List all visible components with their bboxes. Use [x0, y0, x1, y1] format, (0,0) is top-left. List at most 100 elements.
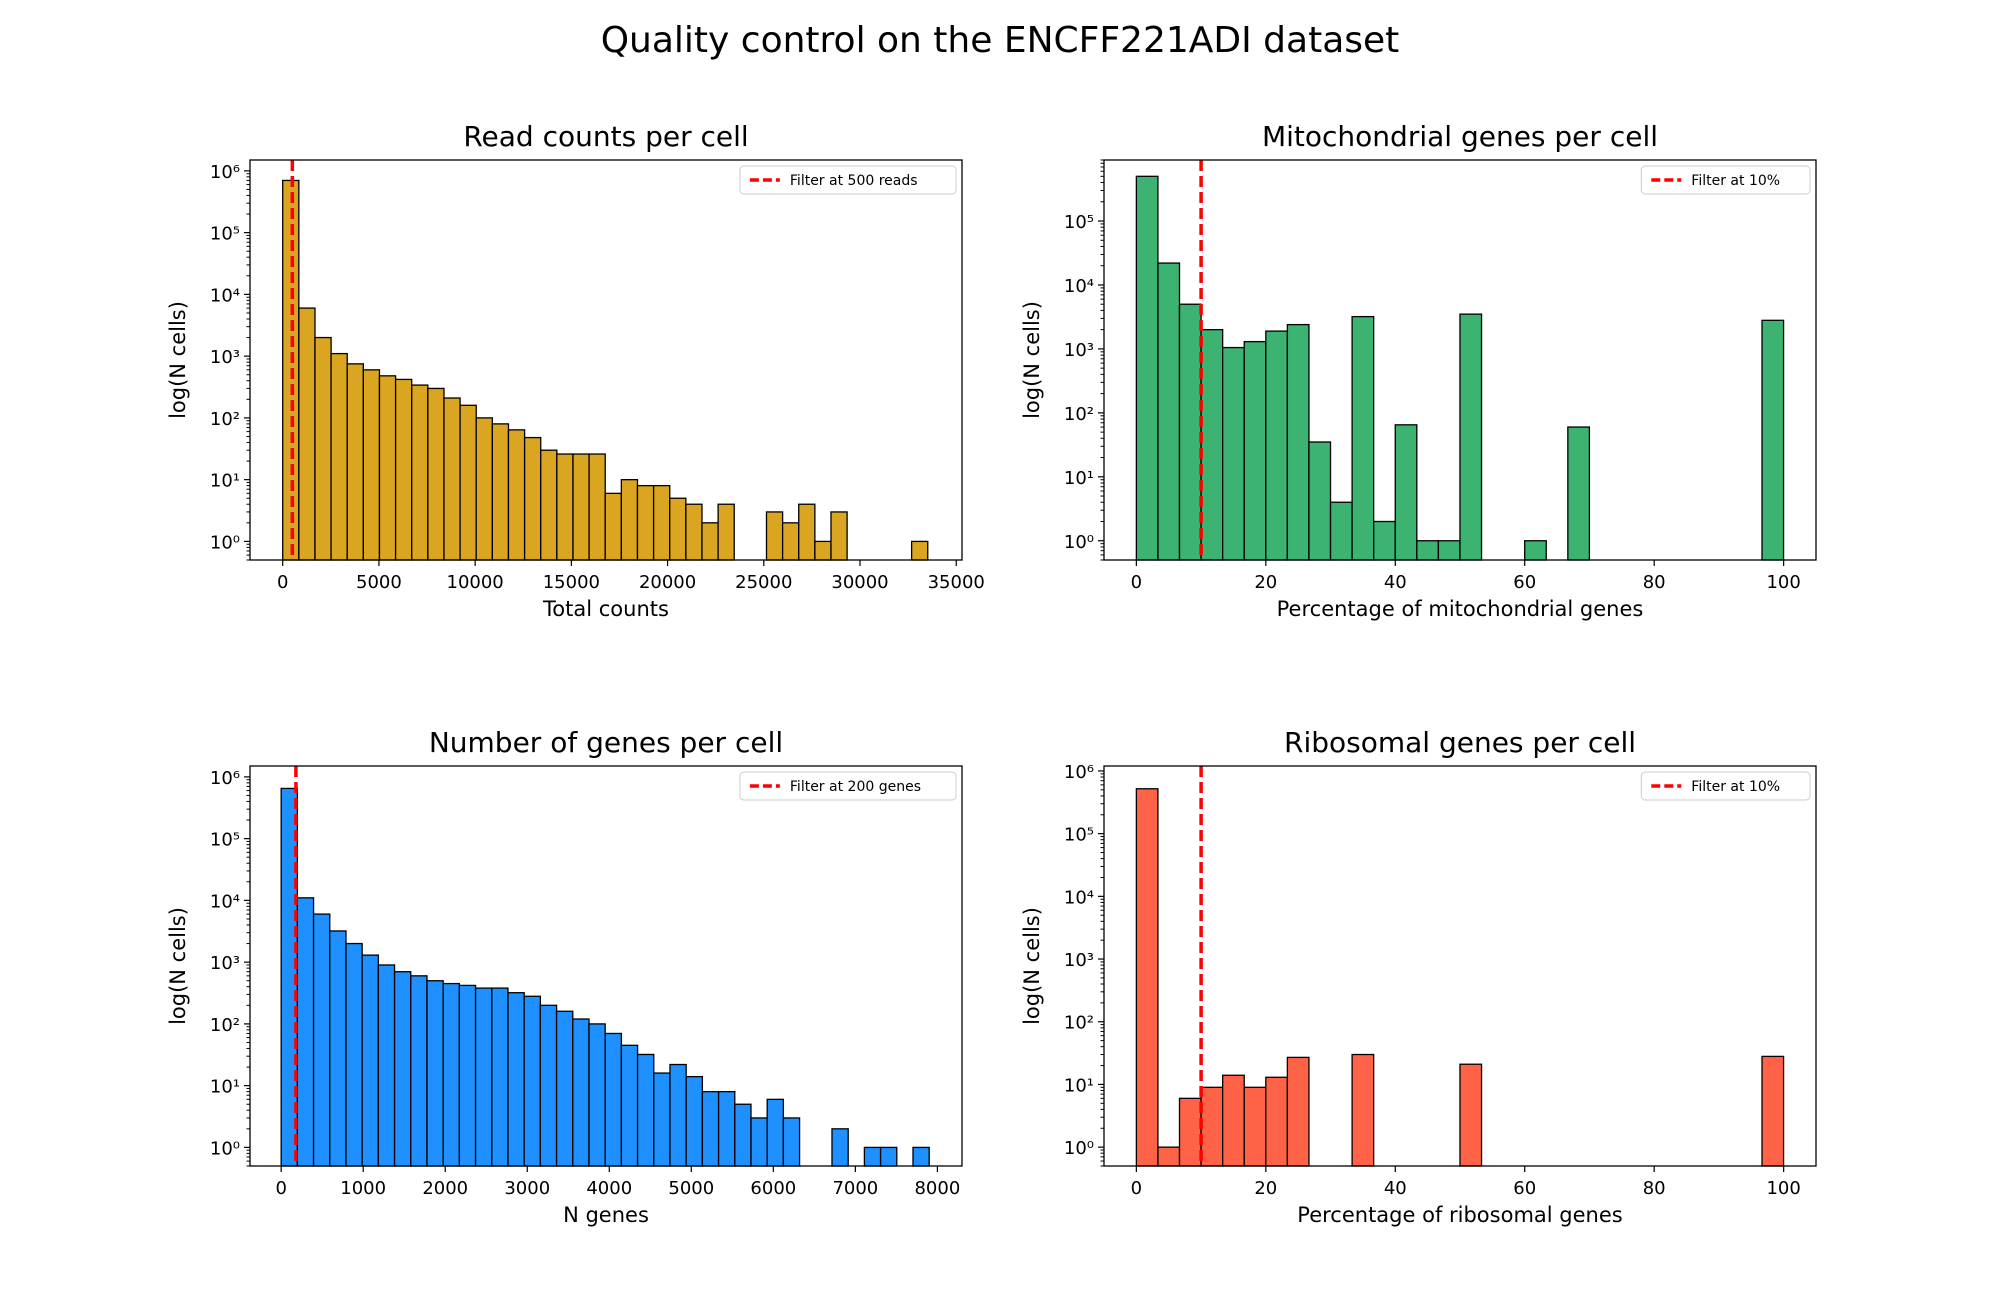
y-tick-label: 10²: [1064, 404, 1094, 425]
x-axis-label: Percentage of mitochondrial genes: [1277, 597, 1644, 621]
y-tick-label: 10⁶: [210, 768, 240, 789]
y-axis-label: log(N cells): [1020, 907, 1044, 1025]
legend-box: [1640, 771, 1811, 801]
y-tick-label: 10⁰: [210, 532, 240, 553]
histogram-bar: [377, 964, 396, 1167]
x-tick-label: 0: [1131, 1178, 1142, 1199]
x-tick-label: 10000: [447, 572, 504, 593]
x-tick-label: 40: [1384, 572, 1407, 593]
histogram-bar: [1567, 426, 1591, 561]
histogram-bar: [685, 503, 703, 561]
histogram-bar: [701, 1090, 720, 1167]
histogram-bar: [1243, 340, 1267, 561]
histogram-bar: [1761, 319, 1785, 561]
histogram-bar: [734, 1103, 752, 1167]
panels: 0 5000 10000 15000 20000 25000 30000 3500010⁰10…: [166, 120, 1817, 1227]
y-tick-label: 10⁵: [1064, 212, 1094, 233]
histogram-bar: [491, 987, 509, 1167]
histogram-bar: [652, 484, 671, 561]
bars-read-counts: [282, 179, 929, 561]
x-tick-label: 100: [1766, 572, 1800, 593]
histogram-bar: [1178, 303, 1202, 561]
histogram-bar: [1200, 329, 1224, 561]
histogram-bar: [523, 436, 542, 561]
histogram-bar: [717, 1090, 736, 1167]
histogram-bar: [588, 1023, 606, 1167]
x-tick-label: 5000: [668, 1178, 714, 1199]
y-tick-label: 10⁰: [210, 1138, 240, 1159]
histogram-bar: [750, 1117, 768, 1167]
y-tick-label: 10⁵: [1064, 825, 1094, 846]
legend-box: [1640, 165, 1811, 195]
histogram-bar: [1222, 346, 1245, 561]
y-tick-label: 10¹: [210, 471, 240, 492]
histogram-bar: [831, 1128, 849, 1167]
histogram-bar: [588, 453, 606, 561]
histogram-bar: [346, 363, 365, 561]
legend: Filter at 10%: [1640, 771, 1811, 801]
histogram-bar: [539, 1004, 558, 1167]
x-tick-label: 80: [1643, 572, 1666, 593]
histogram-bar: [766, 1098, 785, 1167]
histogram-bar: [636, 1053, 655, 1167]
legend-label: Filter at 10%: [1691, 779, 1780, 795]
histogram-bar: [411, 384, 429, 561]
y-tick-label: 10⁰: [1064, 532, 1094, 553]
histogram-bar: [798, 503, 816, 561]
histogram-bar: [474, 987, 493, 1167]
panel-mito-genes: 0 20 40 60 80 100 10⁰ 10¹ 10² 10³ 10⁴ 10⁵ Mitochondr…: [1020, 120, 1817, 621]
y-tick-label: 10⁴: [1064, 276, 1094, 297]
x-tick-label: 6000: [750, 1178, 796, 1199]
x-tick-label: 20000: [639, 572, 696, 593]
histogram-bar: [298, 307, 316, 561]
y-tick-label: 10⁵: [210, 224, 240, 245]
x-tick-label: 80: [1643, 1178, 1666, 1199]
histogram-bar: [361, 954, 380, 1167]
histogram-bar: [1416, 540, 1440, 561]
y-tick-label: 10⁰: [1064, 1138, 1094, 1159]
panel-read-counts: 0 5000 10000 15000 20000 25000 30000 35000 10⁰ 10…: [166, 120, 985, 621]
histogram-bar: [572, 453, 590, 561]
y-tick-label: 10⁶: [1064, 762, 1094, 783]
histogram-bar: [653, 1072, 671, 1167]
histogram-bar: [1761, 1055, 1785, 1167]
histogram-bar: [1308, 441, 1332, 561]
x-tick-label: 7000: [832, 1178, 878, 1199]
x-axis-label: Total counts: [542, 597, 669, 621]
x-tick-label: 0: [277, 572, 288, 593]
histogram-bar: [1157, 1146, 1181, 1167]
histogram-bar: [1351, 315, 1375, 561]
histogram-bar: [362, 369, 381, 561]
histogram-bar: [912, 1146, 930, 1167]
histogram-bar: [329, 930, 347, 1167]
x-tick-label: 0: [1131, 572, 1142, 593]
histogram-bar: [814, 540, 832, 561]
x-tick-label: 5000: [356, 572, 402, 593]
histogram-bar: [1200, 1086, 1224, 1167]
y-tick-label: 10³: [1064, 950, 1094, 971]
histogram-bar: [1265, 1076, 1289, 1167]
histogram-bar: [1178, 1097, 1202, 1167]
histogram-bar: [1286, 323, 1310, 561]
histogram-bar: [1135, 175, 1159, 561]
bars-mito-genes: [1135, 175, 1785, 561]
histogram-bar: [620, 1044, 639, 1167]
histogram-bar: [1437, 540, 1461, 561]
histogram-bar: [879, 1146, 898, 1167]
histogram-bar: [555, 1010, 574, 1167]
histogram-bar: [1222, 1074, 1245, 1167]
axes-frame: [249, 765, 963, 1167]
histogram-bar: [442, 982, 461, 1167]
legend-box: [739, 771, 957, 801]
legend: Filter at 200 genes: [739, 771, 957, 801]
x-tick-label: 30000: [831, 572, 888, 593]
histogram-bar: [296, 897, 315, 1167]
x-axis-label: Percentage of ribosomal genes: [1297, 1203, 1622, 1227]
y-tick-label: 10⁵: [210, 830, 240, 851]
x-tick-label: 40: [1384, 1178, 1407, 1199]
histogram-bar: [540, 449, 558, 561]
y-tick-label: 10³: [210, 953, 240, 974]
histogram-bar: [507, 992, 525, 1167]
histogram-bar: [459, 404, 477, 561]
x-tick-label: 100: [1766, 1178, 1800, 1199]
